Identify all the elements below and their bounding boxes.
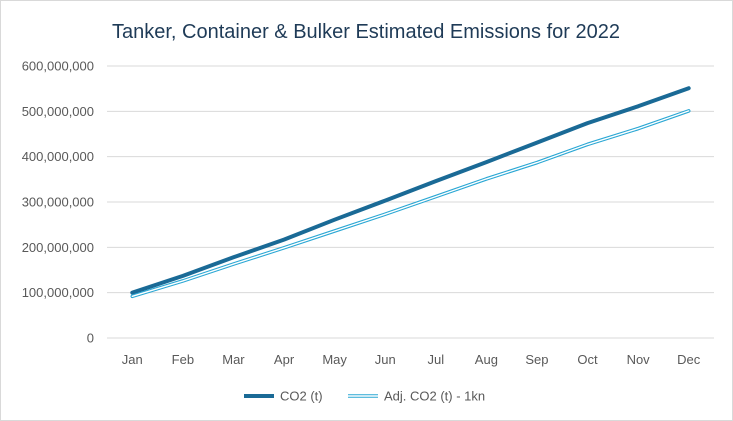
series-lines [130,86,691,299]
y-tick-label: 500,000,000 [22,104,94,119]
x-tick-label: Jul [427,352,444,367]
x-tick-label: Dec [677,352,701,367]
series-line-adj-co2-inner [131,110,690,297]
gridlines [107,65,714,339]
y-tick-label: 0 [87,331,94,346]
x-tick-label: Mar [222,352,245,367]
x-tick-label: Feb [172,352,194,367]
y-tick-label: 300,000,000 [22,195,94,210]
x-axis-tick-labels: Jan Feb Mar Apr May Jun Jul Aug Sep Oct Nov Dec [122,352,701,367]
legend-label-co2: CO2 (t) [280,389,323,404]
x-tick-label: May [322,352,347,367]
y-tick-label: 600,000,000 [22,59,94,74]
y-tick-label: 100,000,000 [22,285,94,300]
x-tick-label: Oct [577,352,598,367]
x-tick-label: Apr [274,352,295,367]
y-axis-tick-labels: 0 100,000,000 200,000,000 300,000,000 400,00… [22,59,94,346]
x-tick-label: Jan [122,352,143,367]
legend: CO2 (t) Adj. CO2 (t) - 1kn [244,389,485,404]
chart-title: Tanker, Container & Bulker Estimated Emi… [112,21,620,43]
y-tick-label: 200,000,000 [22,240,94,255]
x-tick-label: Aug [475,352,498,367]
x-tick-label: Jun [375,352,396,367]
x-tick-label: Nov [627,352,651,367]
y-tick-label: 400,000,000 [22,149,94,164]
x-tick-label: Sep [525,352,548,367]
series-line-co2 [130,86,691,295]
legend-label-adj-co2: Adj. CO2 (t) - 1kn [384,389,485,404]
